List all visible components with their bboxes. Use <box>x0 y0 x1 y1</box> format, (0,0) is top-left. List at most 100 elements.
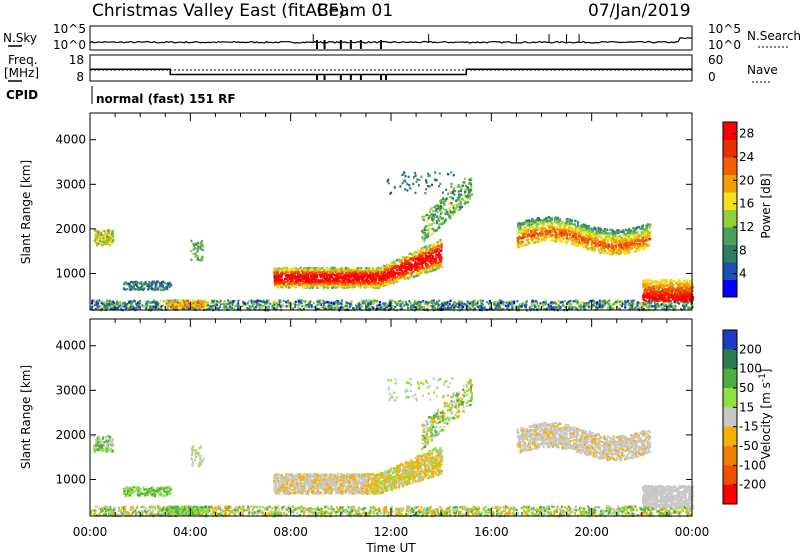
power-main-cell <box>387 276 390 279</box>
power-ground-cell <box>285 301 287 304</box>
power-main-cell <box>330 270 333 273</box>
power-arc-cell <box>444 212 447 215</box>
power-main-cell <box>346 285 349 289</box>
power-main-cell <box>433 262 436 265</box>
power-main-cell <box>407 256 410 259</box>
power-main-cell <box>382 275 385 278</box>
power-main-cell <box>331 283 334 286</box>
power-main-cell <box>412 275 415 279</box>
power-ground-cell <box>345 300 348 304</box>
power-ground-cell <box>373 299 376 302</box>
power-ground-cell <box>625 300 628 304</box>
power-dawn-cell <box>138 281 141 285</box>
power-main-cell <box>305 284 308 287</box>
power-late-cell <box>640 245 642 248</box>
power-late-cell <box>562 222 565 226</box>
power-main-cell <box>368 267 371 270</box>
power-arc-cell <box>423 232 426 235</box>
power-main-cell <box>276 267 279 271</box>
power-ground-cell <box>151 306 153 309</box>
power-dawn-cell <box>161 281 164 284</box>
power-main-cell <box>366 270 368 273</box>
noise-right-tick-top: 10^5 <box>708 22 741 36</box>
power-dawn-cell <box>165 283 168 286</box>
power-ground-cell <box>337 307 340 310</box>
power-ground-cell <box>131 307 134 310</box>
power-main-cell <box>294 271 297 274</box>
power-sparse-cell <box>450 171 453 174</box>
power-main-cell <box>334 270 337 274</box>
power-morning-cell <box>165 300 168 303</box>
power-late-cell <box>645 243 648 246</box>
power-ground-cell <box>646 301 649 304</box>
power-sparse-cell <box>425 188 428 191</box>
power-ground-cell <box>332 302 335 305</box>
power-ground-cell <box>142 305 145 308</box>
power-ground-cell <box>251 305 254 308</box>
power-main-cell <box>346 271 349 274</box>
power-ground-cell <box>158 308 161 311</box>
power-main-cell <box>360 267 363 270</box>
power-main-cell <box>310 270 313 273</box>
power-main-cell <box>274 282 277 286</box>
power-ground-cell <box>598 299 601 302</box>
power-arc-cell <box>430 207 433 210</box>
power-main-cell <box>430 254 433 257</box>
power-ground-cell <box>322 304 325 307</box>
power-main-cell <box>277 275 280 278</box>
power-ground-cell <box>97 302 99 305</box>
power-main-cell <box>437 256 440 259</box>
power-main-cell <box>438 253 441 256</box>
power-main-cell <box>313 273 316 276</box>
power-ground-cell <box>491 307 493 310</box>
power-main-cell <box>305 282 308 286</box>
power-main-cell <box>279 275 282 278</box>
power-main-cell <box>341 283 344 286</box>
power-arc-cell <box>442 216 444 220</box>
power-ground-cell <box>507 308 510 311</box>
power-main-cell <box>345 282 348 285</box>
power-main-cell <box>402 266 405 270</box>
power-late-cell <box>526 243 529 246</box>
power-main-cell <box>331 268 334 271</box>
power-main-cell <box>326 275 328 278</box>
power-main-cell <box>339 282 342 286</box>
power-main-cell <box>401 270 404 273</box>
power-late-cell <box>613 241 616 244</box>
power-main-cell <box>323 286 325 289</box>
power-ground-cell <box>389 307 391 310</box>
power-late-cell <box>646 227 649 230</box>
power-ground-cell <box>596 301 599 304</box>
power-morning-cell <box>196 306 199 309</box>
power-arc-cell <box>459 207 462 210</box>
power-main-cell <box>382 280 385 284</box>
power-main-cell <box>425 256 428 259</box>
power-late-cell <box>574 241 577 244</box>
power-early-cell <box>104 236 107 240</box>
power-dawn-cell <box>154 282 157 285</box>
power-ground-cell <box>272 301 275 304</box>
power-ground-cell <box>365 299 368 302</box>
power-ground-cell <box>286 301 289 304</box>
power-ground-cell <box>223 299 226 303</box>
power-main-cell <box>440 243 443 246</box>
power-ground-cell <box>520 305 523 308</box>
power-main-cell <box>403 270 406 273</box>
power-ground-cell <box>555 302 557 305</box>
power-ground-cell <box>688 306 690 309</box>
power-ground-cell <box>210 305 213 308</box>
power-ground-cell <box>211 308 214 311</box>
power-ground-cell <box>446 307 449 310</box>
power-main-cell <box>362 283 365 286</box>
power-main-cell <box>331 270 334 273</box>
power-main-cell <box>345 268 348 272</box>
power-arc-cell <box>422 232 425 236</box>
power-main-cell <box>283 267 285 270</box>
power-dawn-cell <box>150 284 152 288</box>
power-arc-cell <box>457 197 460 200</box>
power-arc-cell <box>421 236 424 239</box>
power-main-cell <box>414 274 417 278</box>
power-morning-cell <box>200 305 203 308</box>
power-morning-cell <box>198 306 201 310</box>
power-late-cell <box>639 246 642 249</box>
